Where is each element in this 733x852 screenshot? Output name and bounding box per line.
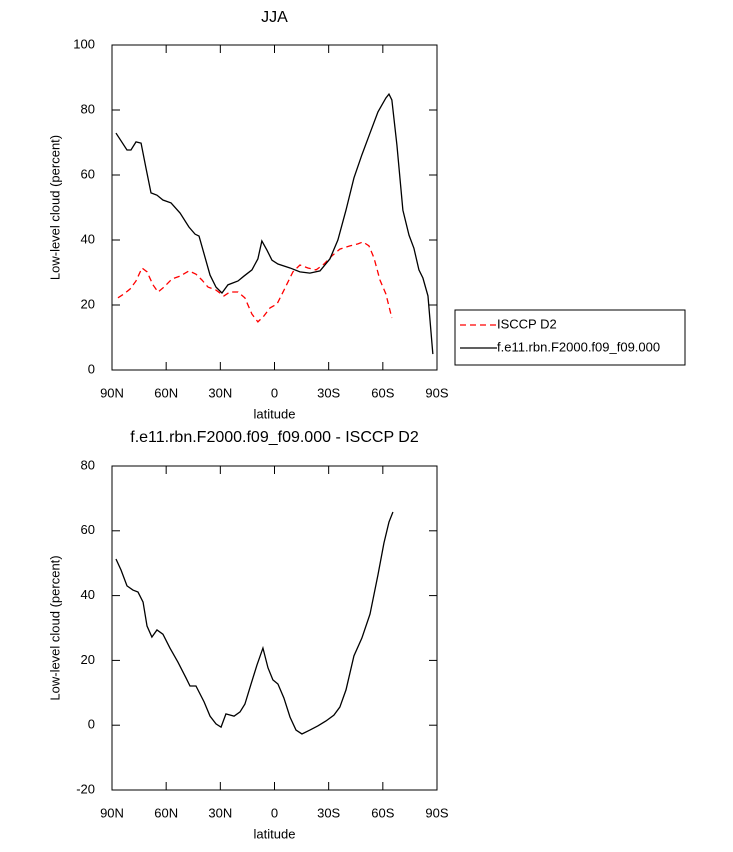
chart-title: JJA	[261, 9, 288, 26]
plot-frame	[111, 465, 438, 791]
x-tick-label: 90S	[425, 385, 448, 400]
y-tick-label: 100	[73, 36, 95, 51]
data-line	[115, 92, 434, 355]
y-tick-label: 0	[88, 361, 95, 376]
y-tick-label: 20	[81, 296, 95, 311]
x-tick-label: 60N	[154, 805, 178, 820]
x-tick-label: 0	[271, 805, 278, 820]
x-tick-label: 30S	[317, 385, 340, 400]
data-line	[115, 511, 394, 735]
y-tick-label: 80	[81, 101, 95, 116]
y-tick-label: 80	[81, 457, 95, 472]
x-tick-label: 30S	[317, 805, 340, 820]
y-tick-label: 60	[81, 166, 95, 181]
x-tick-label: 30N	[208, 805, 232, 820]
data-line	[117, 241, 393, 323]
x-tick-label: 0	[271, 385, 278, 400]
x-tick-label: 90S	[425, 805, 448, 820]
plot-frame	[111, 44, 438, 371]
y-tick-label: 40	[81, 587, 95, 602]
legend-label: ISCCP D2	[497, 316, 557, 331]
x-tick-label: 30N	[208, 385, 232, 400]
x-axis-label: latitude	[254, 826, 296, 841]
x-tick-label: 60N	[154, 385, 178, 400]
y-axis-label: Low-level cloud (percent)	[47, 135, 62, 280]
y-tick-label: 20	[81, 652, 95, 667]
y-tick-label: 0	[88, 717, 95, 732]
y-tick-label: -20	[76, 781, 95, 796]
legend-label: f.e11.rbn.F2000.f09_f09.000	[497, 339, 660, 354]
chart-title: f.e11.rbn.F2000.f09_f09.000 - ISCCP D2	[130, 429, 419, 446]
x-tick-label: 60S	[371, 385, 394, 400]
y-tick-label: 60	[81, 522, 95, 537]
x-tick-label: 90N	[100, 385, 124, 400]
x-axis-label: latitude	[254, 406, 296, 421]
y-tick-label: 40	[81, 231, 95, 246]
x-tick-label: 60S	[371, 805, 394, 820]
y-axis-label: Low-level cloud (percent)	[47, 555, 62, 700]
legend-box	[454, 309, 686, 366]
x-tick-label: 90N	[100, 805, 124, 820]
